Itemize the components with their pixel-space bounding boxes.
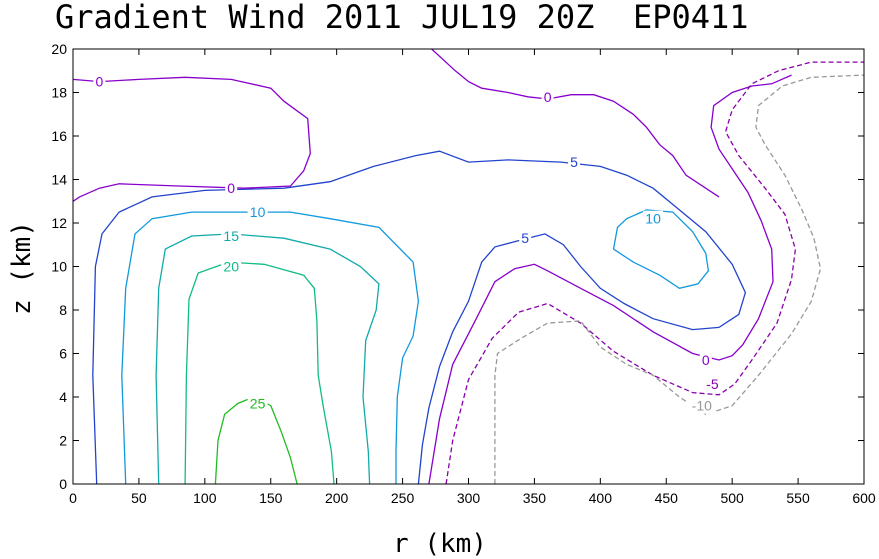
contour-label-bg [687,397,716,414]
contour-label-bg [519,230,532,247]
contour-label-bg [221,258,242,275]
contour-label-bg [568,154,580,171]
contour-label: 0 [96,74,104,90]
y-tick-label: 10 [51,259,67,275]
chart-title: Gradient Wind 2011 JUL19 20Z EP0411 [55,0,749,36]
x-tick-label: 100 [193,490,217,506]
contour-label: -10 [692,398,712,414]
x-axis-ticks: 0 50 100 150 200 250 300 350 400 450 500 550 600 [69,49,876,506]
contour-label-bg [93,73,106,90]
contour-label-bg [247,204,268,221]
y-axis-label: z (km) [7,221,37,315]
contour-line-0-6 [428,74,792,485]
x-tick-label: 50 [131,490,147,506]
contour-label: 0 [227,180,235,196]
x-tick-label: 200 [325,490,349,506]
contour-line-20-1 [184,261,335,485]
y-axis-ticks: 0 2 4 6 8 10 12 14 16 18 20 [51,41,864,492]
contour-label-bg [699,352,712,368]
x-tick-label: 300 [457,490,481,506]
contour-label-bg [541,88,554,105]
contour-line-neg5-9 [445,61,864,485]
y-tick-label: 8 [59,302,67,318]
contour-label: 0 [544,89,552,105]
contour-label: 20 [223,259,239,275]
contour-label-bg [643,210,664,227]
contour-labels: 25 20 15 10 10 5 5 0 0 0 0 -5 -10 [93,73,723,414]
contour-label-bg [225,180,238,197]
contour-label: -5 [706,376,719,392]
contour-line-10-3 [121,211,420,485]
y-tick-label: 14 [51,172,67,188]
contour-label: 5 [521,230,529,246]
contour-line-0-8 [431,48,720,198]
x-tick-label: 0 [69,490,77,506]
contour-label: 15 [223,228,239,244]
x-tick-label: 500 [720,490,744,506]
x-tick-label: 350 [523,490,547,506]
x-axis-label: r (km) [393,529,487,559]
contour-label: 10 [250,204,266,220]
y-tick-label: 6 [59,346,67,362]
y-tick-label: 18 [51,85,67,101]
x-tick-label: 600 [852,490,876,506]
contour-label-bg [221,228,242,244]
contour-label: 10 [645,211,661,227]
contour-line-0-7 [72,76,311,202]
contour-line-10-4 [612,209,710,289]
plot-frame [72,48,865,485]
y-tick-label: 0 [59,476,67,492]
contour-label-bg [247,395,268,412]
contour-line-5-5 [92,150,747,485]
x-tick-label: 550 [786,490,810,506]
contour-label-bg [702,375,723,392]
y-tick-label: 4 [59,389,67,405]
y-tick-label: 20 [51,41,67,57]
contour-label: 25 [250,396,266,412]
contour-line-neg10-10 [494,74,865,484]
x-tick-label: 450 [655,490,679,506]
x-tick-label: 150 [259,490,283,506]
y-tick-label: 16 [51,128,67,144]
x-tick-label: 400 [589,490,613,506]
contour-lines [72,48,865,485]
contour-label: 0 [702,352,710,368]
contour-label: 5 [570,154,578,170]
y-tick-label: 2 [59,433,67,449]
contour-line-15-2 [155,233,380,485]
x-tick-label: 250 [391,490,415,506]
y-tick-label: 12 [51,215,67,231]
